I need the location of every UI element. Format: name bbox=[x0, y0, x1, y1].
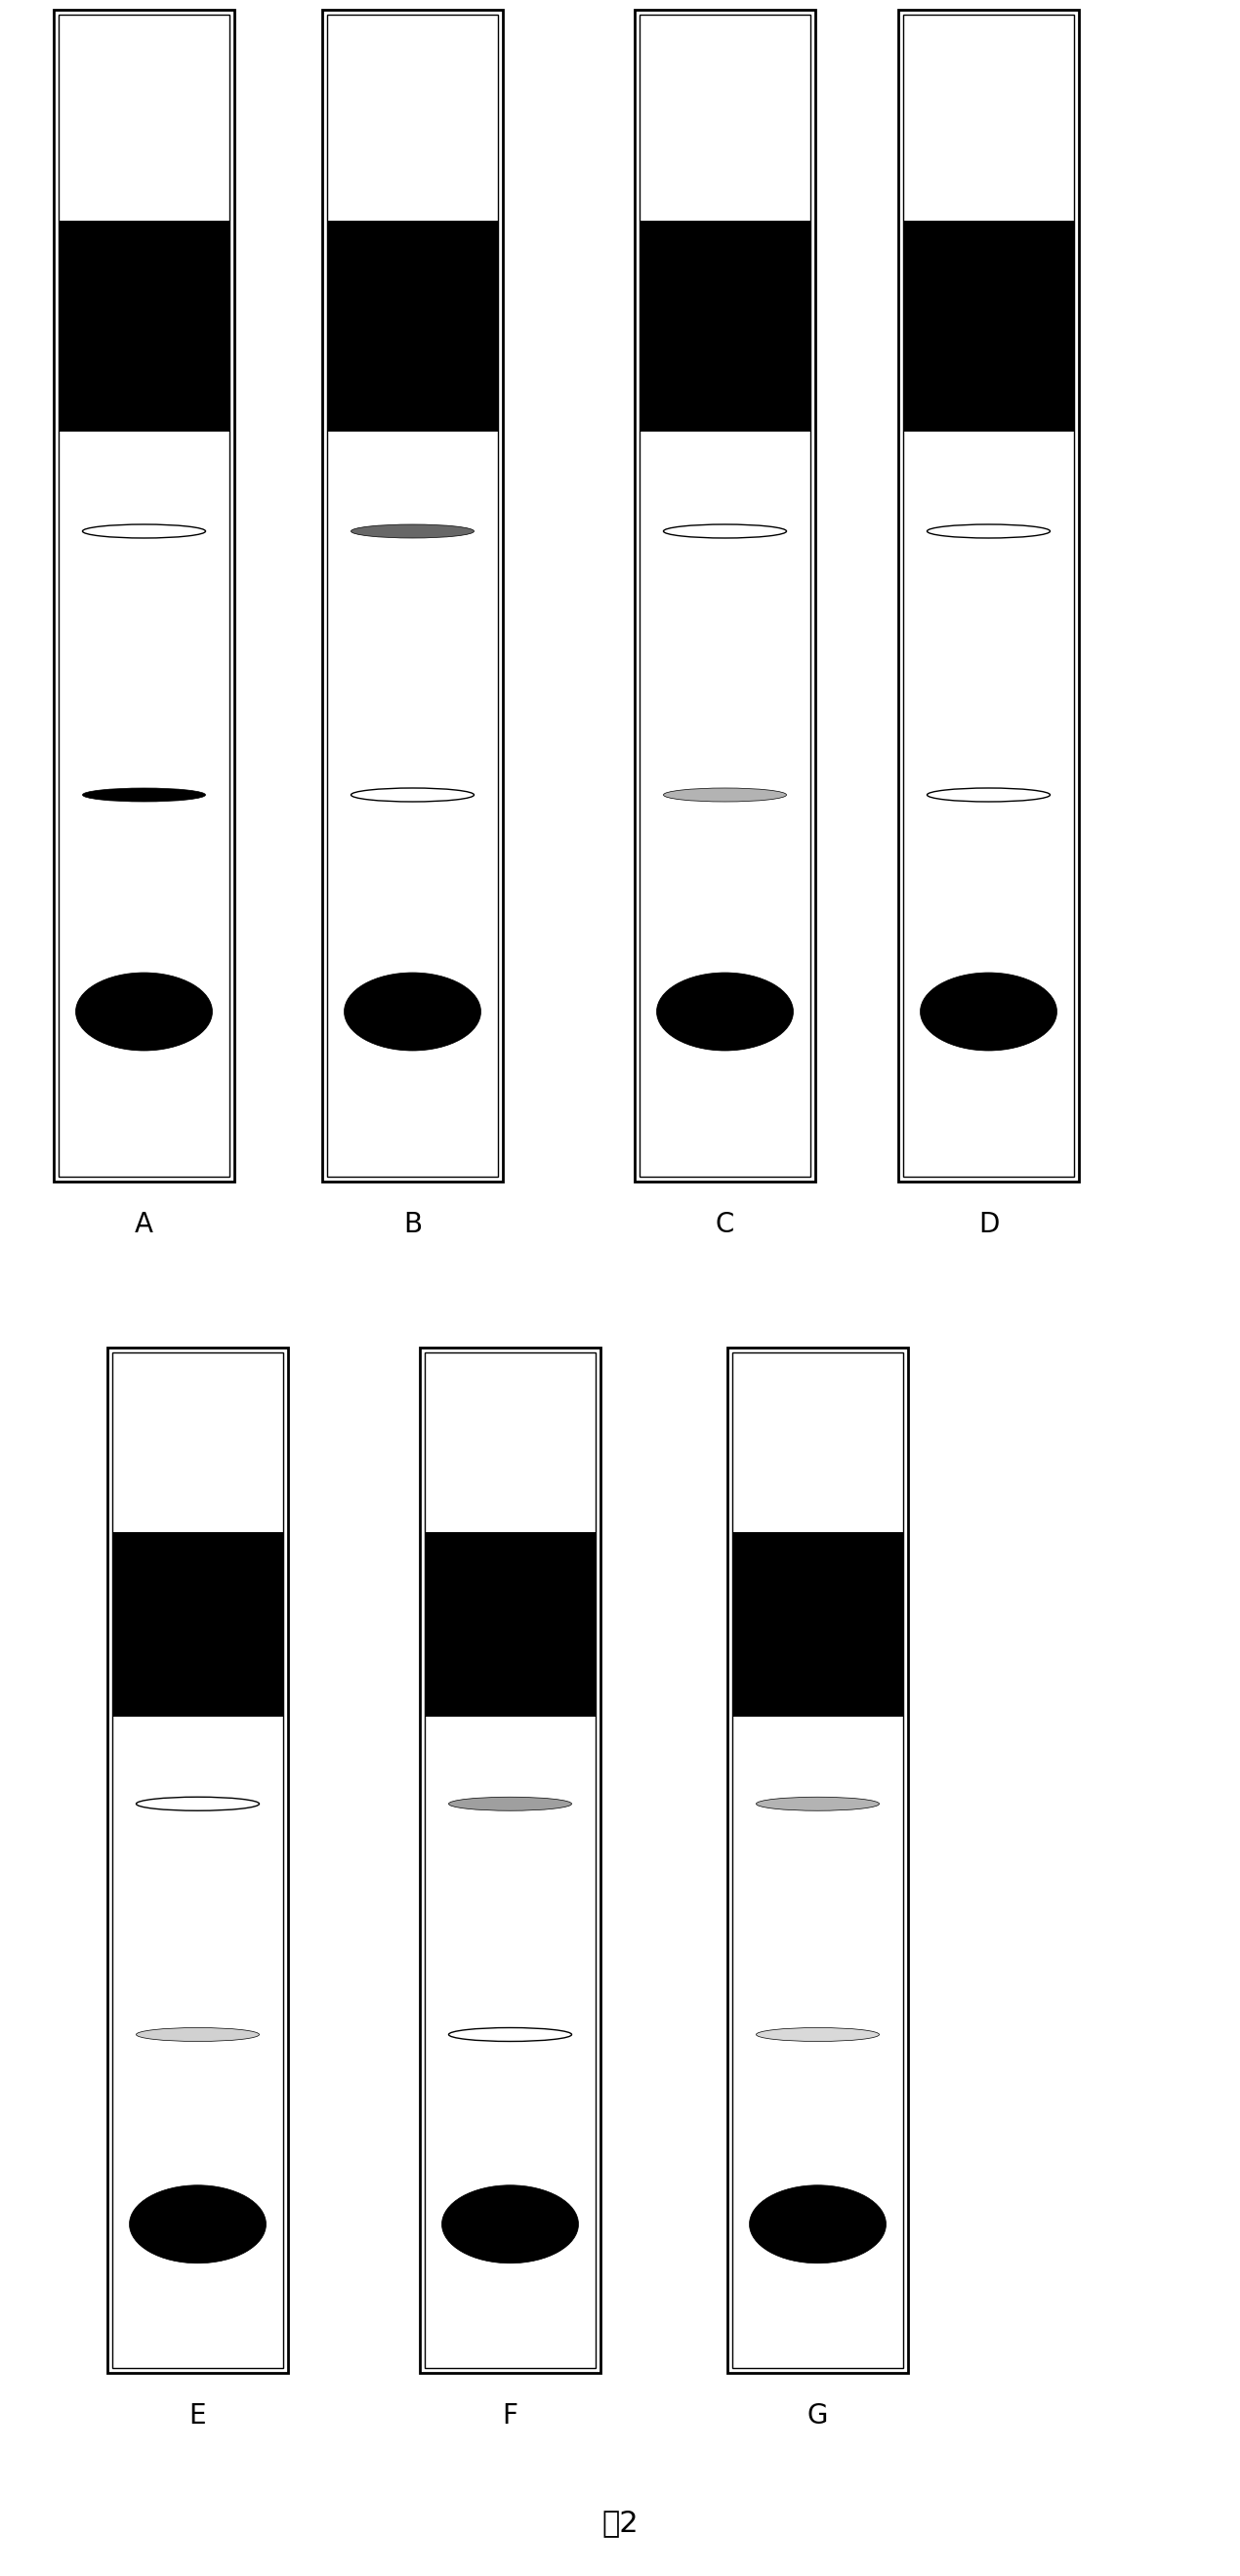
Ellipse shape bbox=[351, 526, 474, 538]
Ellipse shape bbox=[756, 1798, 879, 1811]
Bar bbox=[53, 10, 234, 1182]
Bar bbox=[898, 10, 1079, 1182]
Ellipse shape bbox=[663, 526, 786, 538]
Bar bbox=[733, 1533, 903, 1716]
Ellipse shape bbox=[920, 974, 1056, 1051]
Ellipse shape bbox=[756, 2027, 879, 2040]
Ellipse shape bbox=[441, 2184, 579, 2264]
Ellipse shape bbox=[129, 2184, 267, 2264]
Ellipse shape bbox=[351, 788, 474, 801]
Bar bbox=[327, 15, 498, 1177]
Text: A: A bbox=[135, 1211, 154, 1239]
Ellipse shape bbox=[449, 2027, 572, 2040]
Bar bbox=[640, 15, 811, 1177]
Ellipse shape bbox=[749, 2184, 887, 2264]
Text: D: D bbox=[978, 1211, 999, 1239]
Bar bbox=[640, 222, 811, 433]
Ellipse shape bbox=[83, 526, 206, 538]
Text: G: G bbox=[807, 2403, 828, 2429]
Bar bbox=[420, 1347, 600, 2372]
Text: B: B bbox=[403, 1211, 422, 1239]
Bar bbox=[58, 15, 229, 1177]
Text: C: C bbox=[715, 1211, 734, 1239]
Bar bbox=[425, 1352, 595, 2367]
Ellipse shape bbox=[76, 974, 212, 1051]
Bar bbox=[327, 222, 498, 433]
Ellipse shape bbox=[136, 1798, 259, 1811]
Ellipse shape bbox=[657, 974, 794, 1051]
Bar bbox=[903, 15, 1074, 1177]
Bar bbox=[728, 1347, 908, 2372]
Text: E: E bbox=[190, 2403, 206, 2429]
Bar bbox=[425, 1533, 595, 1716]
Bar bbox=[58, 222, 229, 433]
Bar bbox=[113, 1533, 283, 1716]
Text: 图2: 图2 bbox=[601, 2509, 639, 2537]
Ellipse shape bbox=[83, 788, 206, 801]
Bar bbox=[733, 1352, 903, 2367]
Ellipse shape bbox=[928, 526, 1050, 538]
Ellipse shape bbox=[663, 788, 786, 801]
Text: F: F bbox=[502, 2403, 518, 2429]
Bar bbox=[903, 222, 1074, 433]
Ellipse shape bbox=[345, 974, 481, 1051]
Bar bbox=[322, 10, 503, 1182]
Bar bbox=[113, 1352, 283, 2367]
Ellipse shape bbox=[928, 788, 1050, 801]
Bar bbox=[635, 10, 815, 1182]
Ellipse shape bbox=[136, 2027, 259, 2040]
Bar bbox=[108, 1347, 288, 2372]
Ellipse shape bbox=[449, 1798, 572, 1811]
